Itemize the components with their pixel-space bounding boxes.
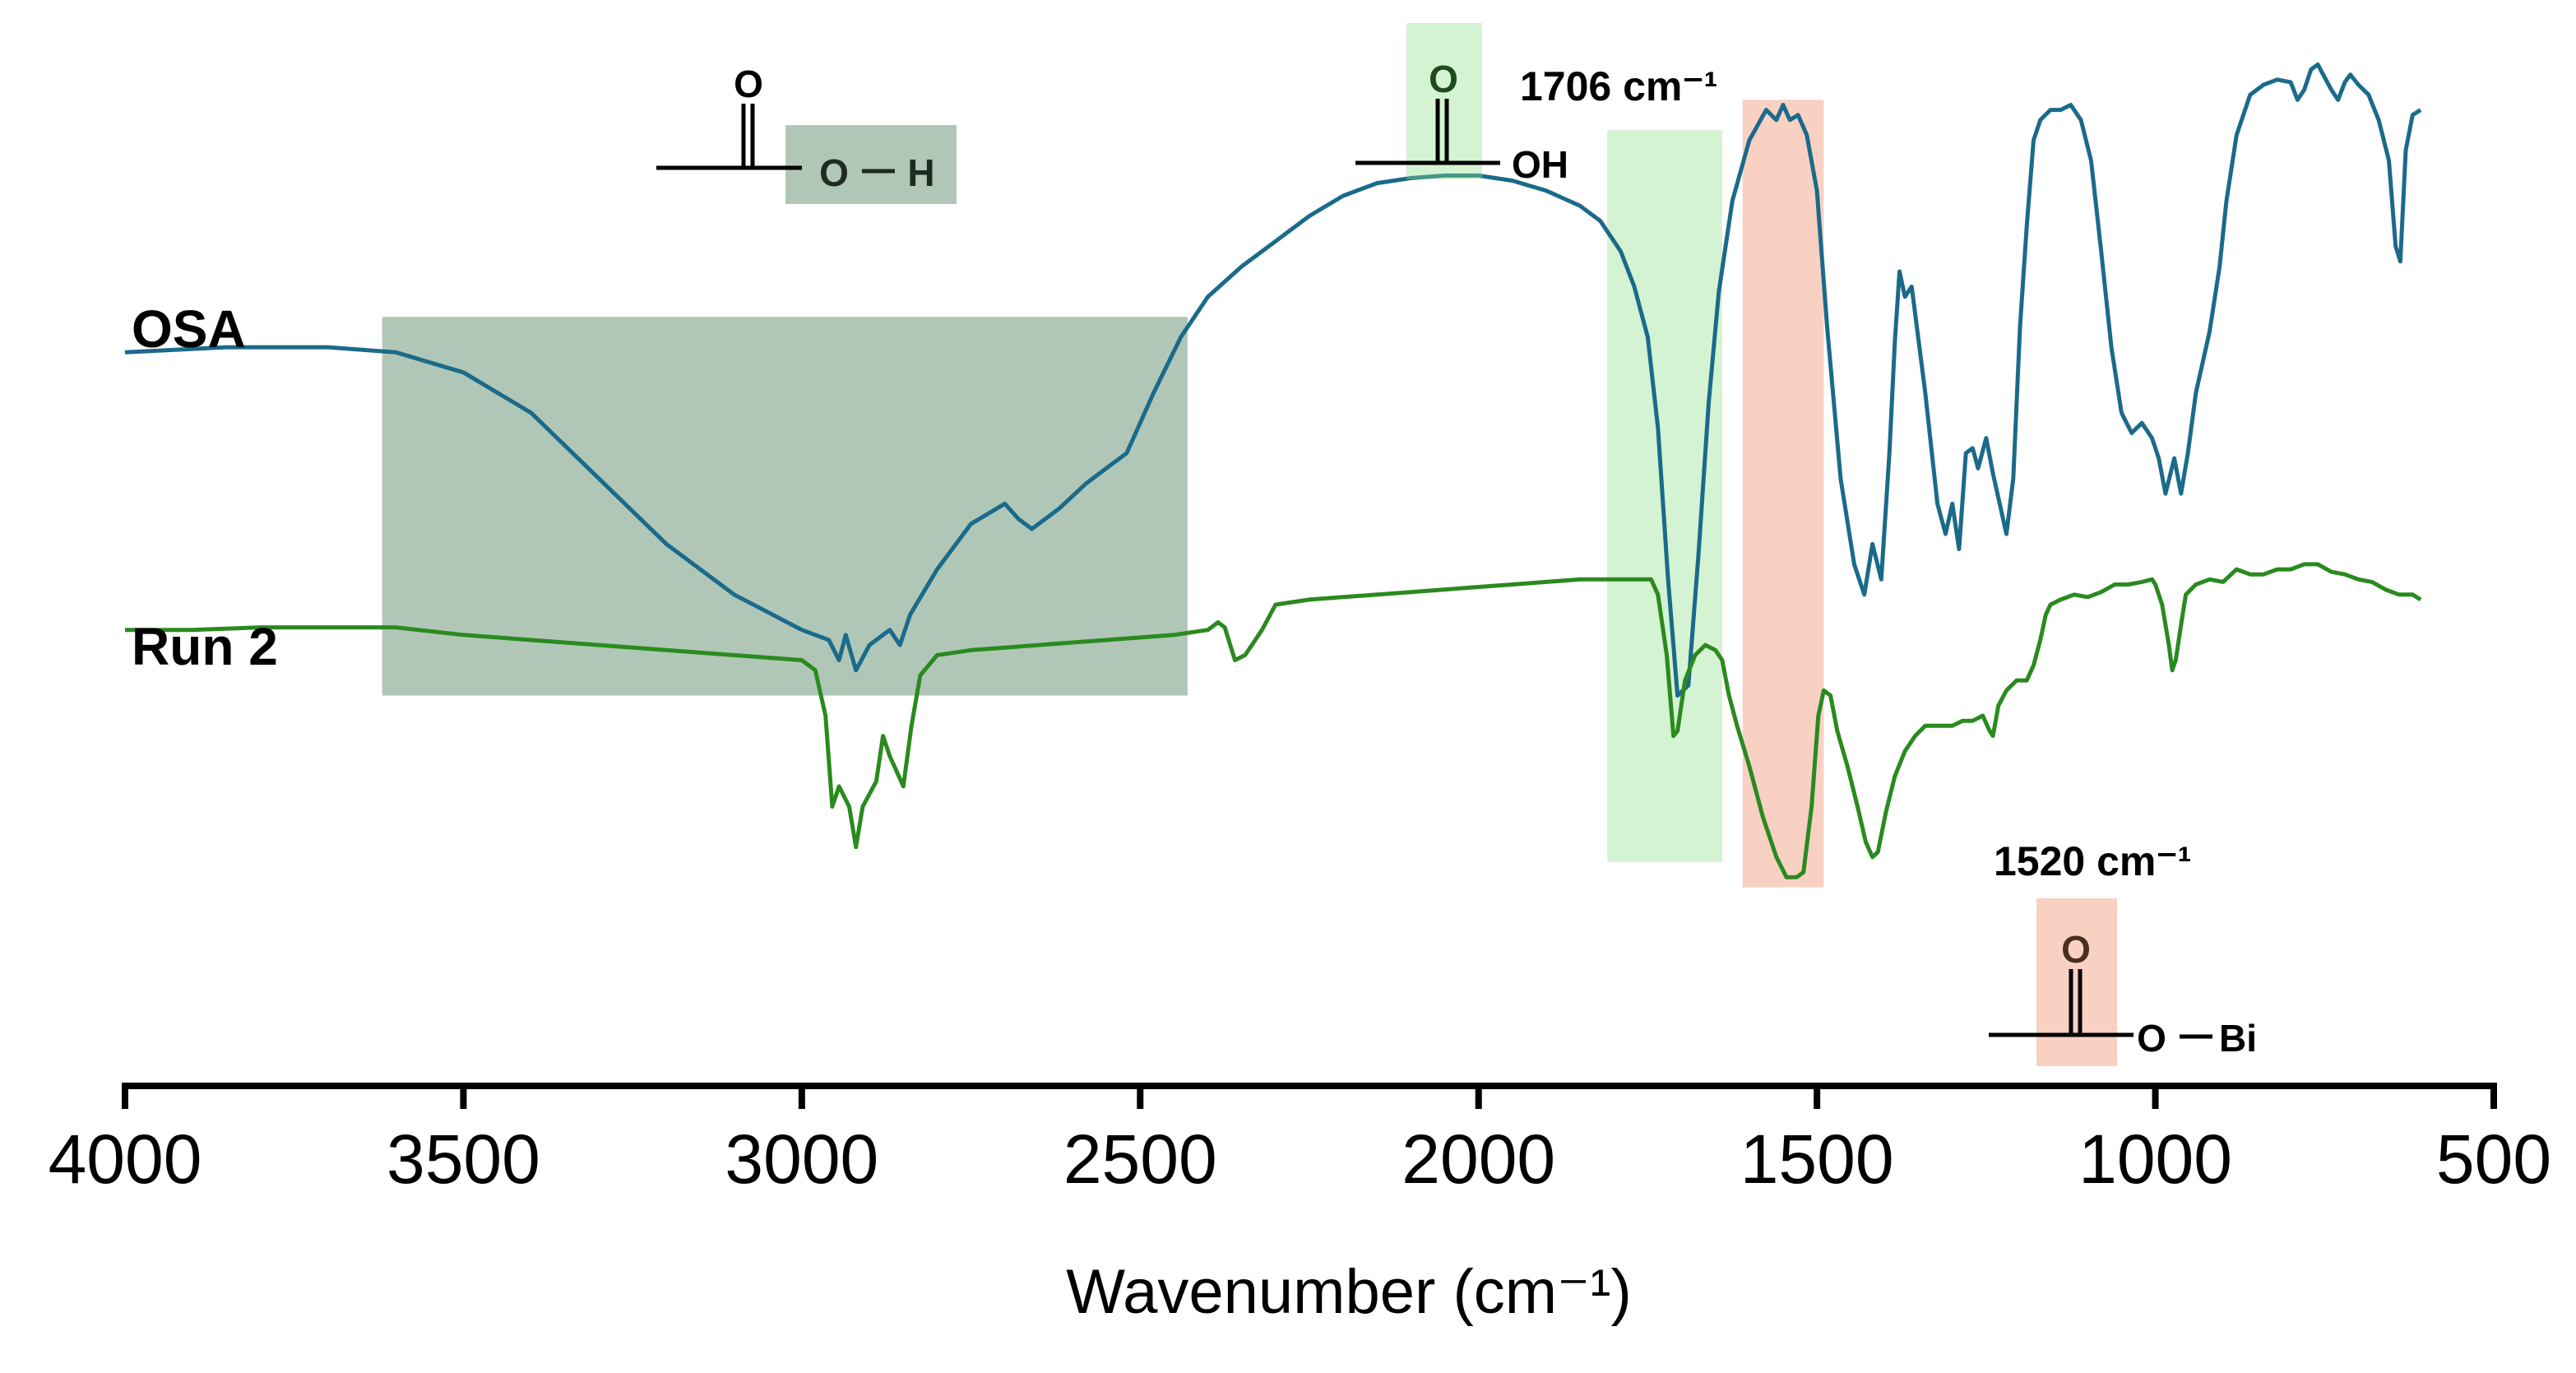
series-line-osa (124, 62, 2422, 698)
x-axis-title: Wavenumber (cm⁻¹) (1066, 1257, 1632, 1327)
highlight-region-0 (382, 317, 1188, 696)
x-tick-label: 3500 (387, 1120, 540, 1198)
x-tick-label: 1500 (1740, 1120, 1894, 1198)
atom-ester-o: O (2137, 1017, 2166, 1060)
annotation-1706: 1706 cm⁻¹ (1520, 63, 1717, 109)
atom-hydroxyl: OH (1512, 143, 1568, 186)
series-label-osa: OSA (132, 299, 246, 359)
oh-highlight-box (785, 125, 957, 204)
atom-hydroxyl-o: O (819, 151, 849, 194)
structure-carboxylic-acid: O OH 1706 cm⁻¹ (1355, 23, 1717, 186)
highlight-region-1 (1607, 130, 1722, 862)
x-tick-label: 1000 (2078, 1120, 2232, 1198)
x-tick-label: 2500 (1063, 1120, 1217, 1198)
series-line-run-2 (125, 562, 2422, 879)
spectra (124, 62, 2422, 879)
atom-carbonyl-o: O (734, 63, 763, 105)
atom-bismuth: Bi (2219, 1017, 2257, 1060)
x-tick-label: 500 (2436, 1120, 2551, 1198)
structure-bismuth-carboxylate: 1520 cm⁻¹ O O Bi (1989, 838, 2257, 1066)
x-axis: 4000 3500 3000 2500 2000 1500 1000 500 Wavenumb… (49, 1083, 2551, 1327)
annotation-1520: 1520 cm⁻¹ (1994, 838, 2191, 884)
co-highlight-box (1406, 23, 1482, 179)
atom-carbonyl-o: O (1429, 58, 1458, 100)
series-label-run2: Run 2 (132, 617, 278, 676)
coo-bi-highlight-box (2036, 898, 2117, 1066)
atom-carbonyl-o: O (2061, 928, 2091, 971)
x-tick-label: 2000 (1402, 1120, 1555, 1198)
structure-carboxylic-oh: O O H (656, 63, 957, 204)
x-axis-ticks: 4000 3500 3000 2500 2000 1500 1000 500 (49, 1086, 2551, 1198)
highlight-region-2 (1742, 100, 1824, 888)
atom-hydrogen: H (907, 151, 934, 194)
x-tick-label: 3000 (725, 1120, 878, 1198)
x-tick-label: 4000 (49, 1120, 202, 1198)
highlight-regions (382, 100, 1824, 888)
